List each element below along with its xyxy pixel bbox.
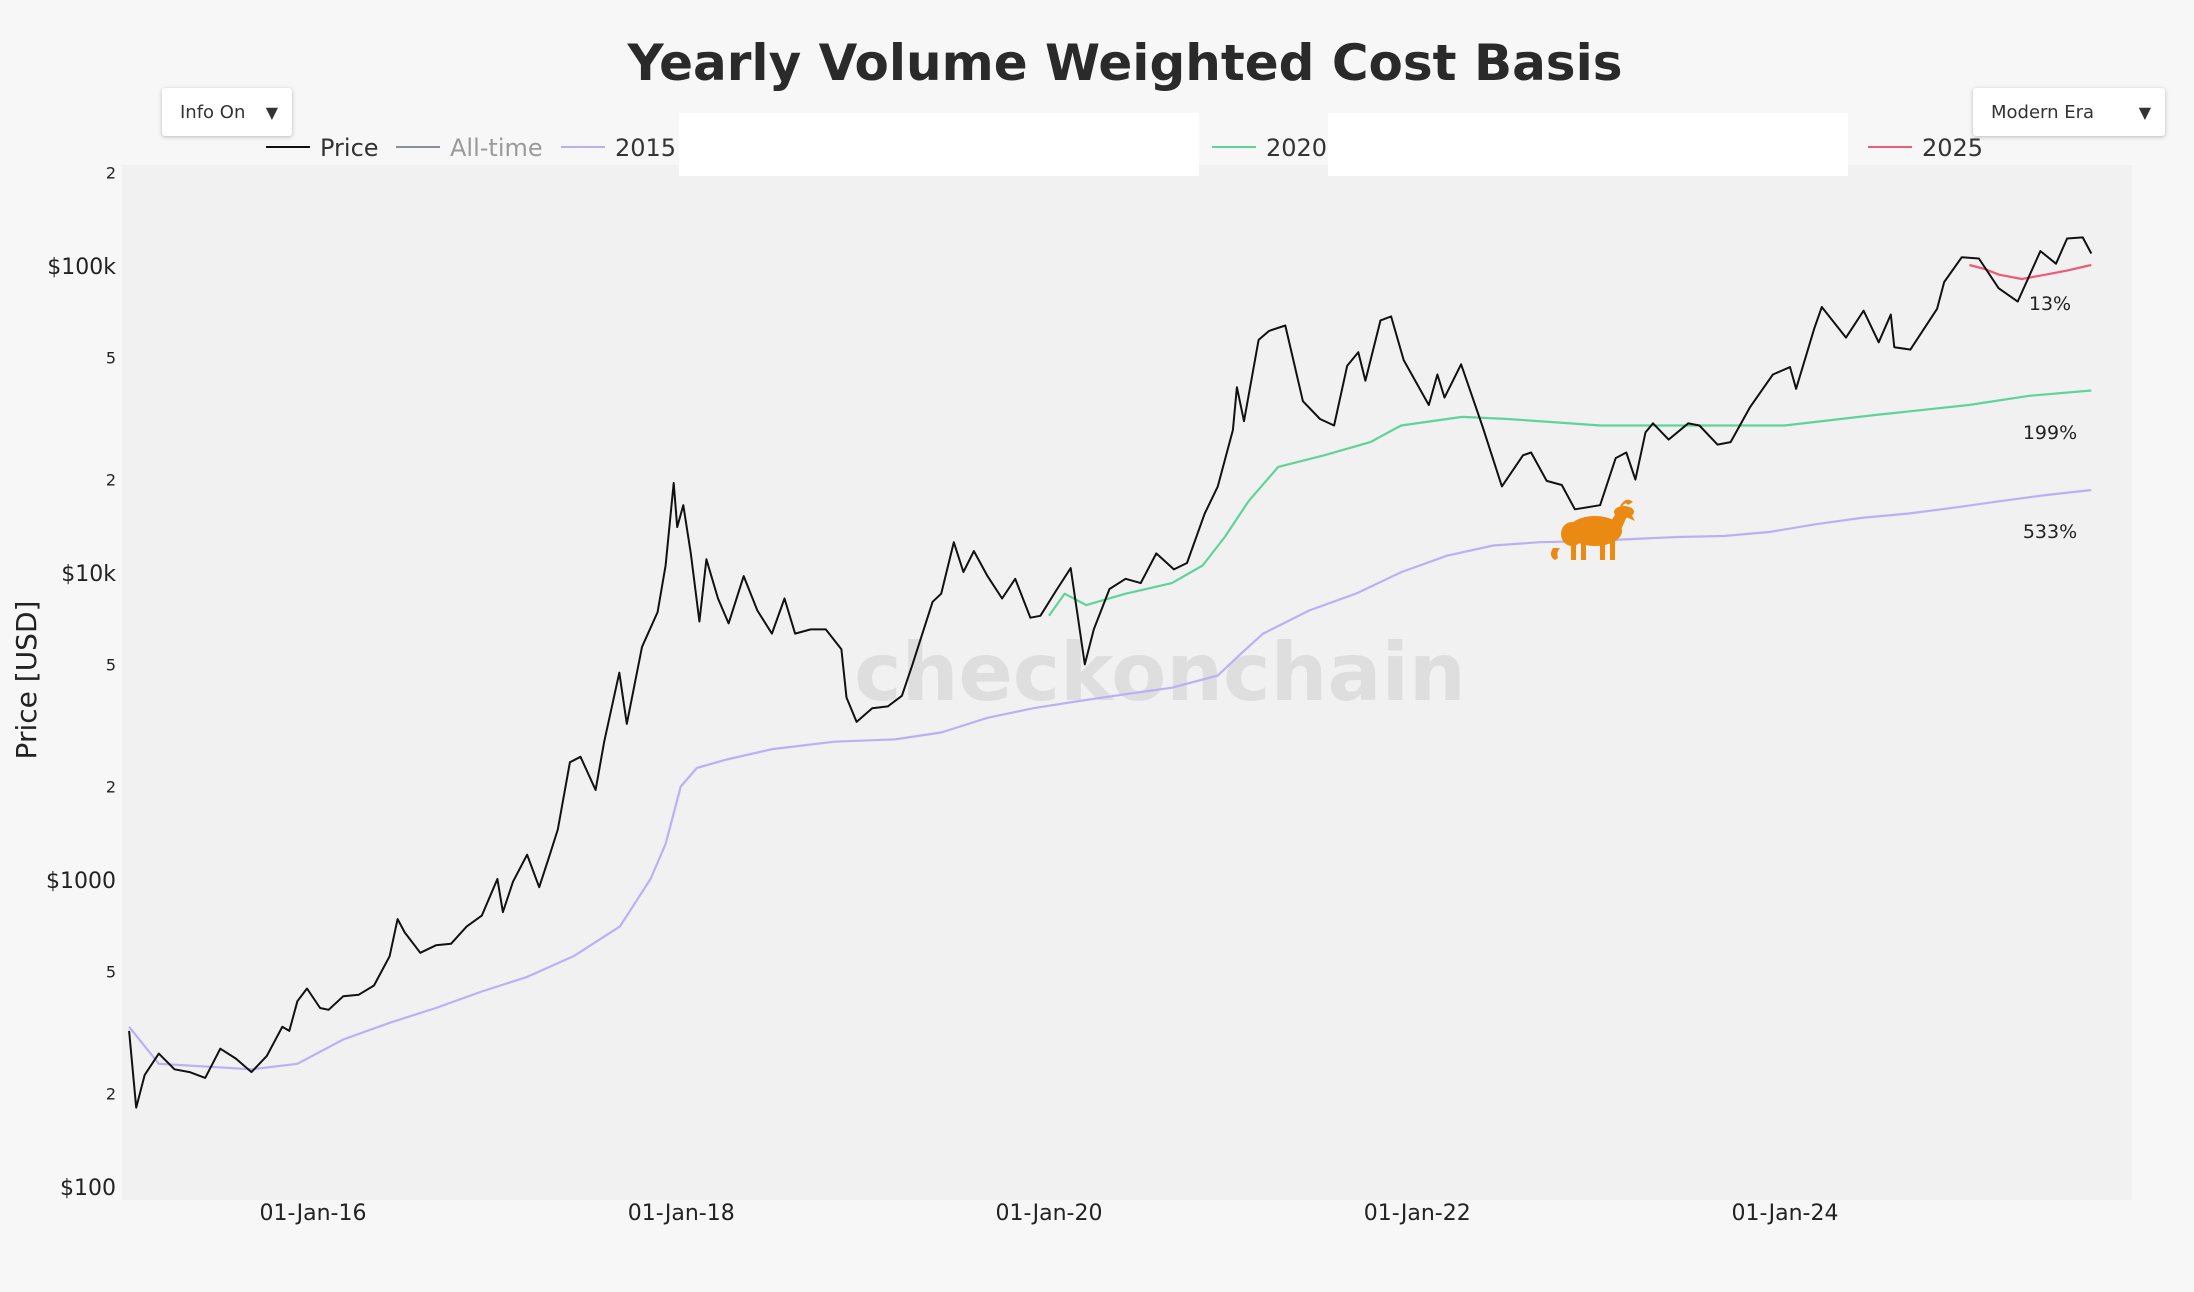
watermark: checkonchain	[854, 626, 1466, 719]
series-price-line	[128, 236, 2093, 1109]
y-tick-label: $100	[60, 1176, 116, 1201]
annotation-label: 199%	[2023, 422, 2077, 444]
y-tick-label: $10k	[61, 562, 116, 587]
legend: Price All-time 2015 2020 2025	[266, 134, 1983, 162]
series-layer	[128, 236, 2093, 1109]
legend-label: 2020	[1266, 134, 1327, 162]
info-toggle-dropdown[interactable]: Info On ▼	[162, 88, 292, 136]
y-tick-label: 5	[106, 655, 116, 674]
y-axis-label: Price [USD]	[10, 601, 43, 760]
x-tick-label: 01-Jan-16	[259, 1201, 366, 1226]
series-2020-line	[1048, 389, 2092, 617]
legend-label: 2025	[1922, 134, 1983, 162]
goat-icon	[1550, 499, 1635, 560]
legend-label: All-time	[450, 134, 543, 162]
y-tick-label: 5	[106, 348, 116, 367]
y-tick-label: $1000	[46, 869, 116, 894]
info-toggle-label: Info On	[180, 101, 246, 123]
y-tick-label: 5	[106, 962, 116, 981]
x-axis: 01-Jan-16 01-Jan-18 01-Jan-20 01-Jan-22 01-J…	[259, 1201, 1838, 1226]
y-tick-label: 2	[106, 778, 116, 797]
legend-label: 2015	[615, 134, 676, 162]
x-tick-label: 01-Jan-22	[1364, 1201, 1471, 1226]
y-tick-label: 2	[106, 1085, 116, 1104]
dropdown-arrow-icon: ▼	[265, 102, 278, 122]
era-select-dropdown[interactable]: Modern Era ▼	[1973, 88, 2165, 136]
legend-mask	[1328, 113, 1848, 176]
dropdown-arrow-icon: ▼	[2138, 102, 2151, 122]
annotation-label: 533%	[2023, 521, 2077, 543]
chart-title: Yearly Volume Weighted Cost Basis	[627, 34, 1623, 92]
x-tick-label: 01-Jan-20	[995, 1201, 1102, 1226]
y-tick-label: $100k	[47, 255, 116, 280]
era-select-label: Modern Era	[1991, 101, 2095, 123]
x-tick-label: 01-Jan-18	[628, 1201, 735, 1226]
annotations: 13% 199% 533%	[2023, 293, 2077, 543]
x-tick-label: 01-Jan-24	[1731, 1201, 1838, 1226]
legend-label: Price	[320, 134, 379, 162]
legend-mask	[679, 113, 1199, 176]
y-axis: $100 2 5 $1000 2 5 $10k 2 5 $100k 2	[46, 164, 116, 1201]
annotation-label: 13%	[2029, 293, 2071, 315]
y-tick-label: 2	[106, 164, 116, 183]
series-2015-line	[128, 488, 2092, 1071]
plot-area	[122, 165, 2132, 1200]
y-tick-label: 2	[106, 471, 116, 490]
